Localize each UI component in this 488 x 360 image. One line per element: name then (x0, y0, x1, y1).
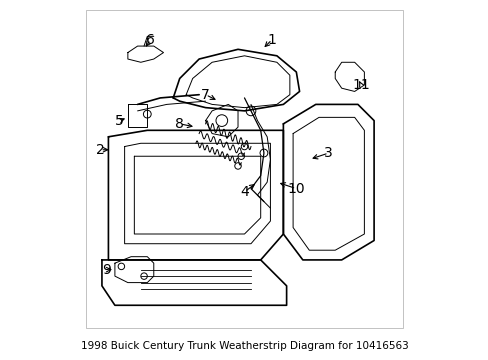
Text: 3: 3 (324, 146, 332, 160)
Text: 2: 2 (96, 143, 104, 157)
Text: 7: 7 (201, 88, 209, 102)
Text: 10: 10 (287, 182, 305, 195)
Text: 1: 1 (267, 33, 276, 46)
Text: 4: 4 (240, 185, 248, 199)
Text: 8: 8 (175, 117, 184, 131)
Text: 5: 5 (115, 114, 124, 127)
Text: 9: 9 (102, 263, 111, 276)
Text: 1998 Buick Century Trunk Weatherstrip Diagram for 10416563: 1998 Buick Century Trunk Weatherstrip Di… (81, 341, 407, 351)
Text: 6: 6 (146, 33, 155, 46)
Text: 11: 11 (351, 78, 369, 92)
